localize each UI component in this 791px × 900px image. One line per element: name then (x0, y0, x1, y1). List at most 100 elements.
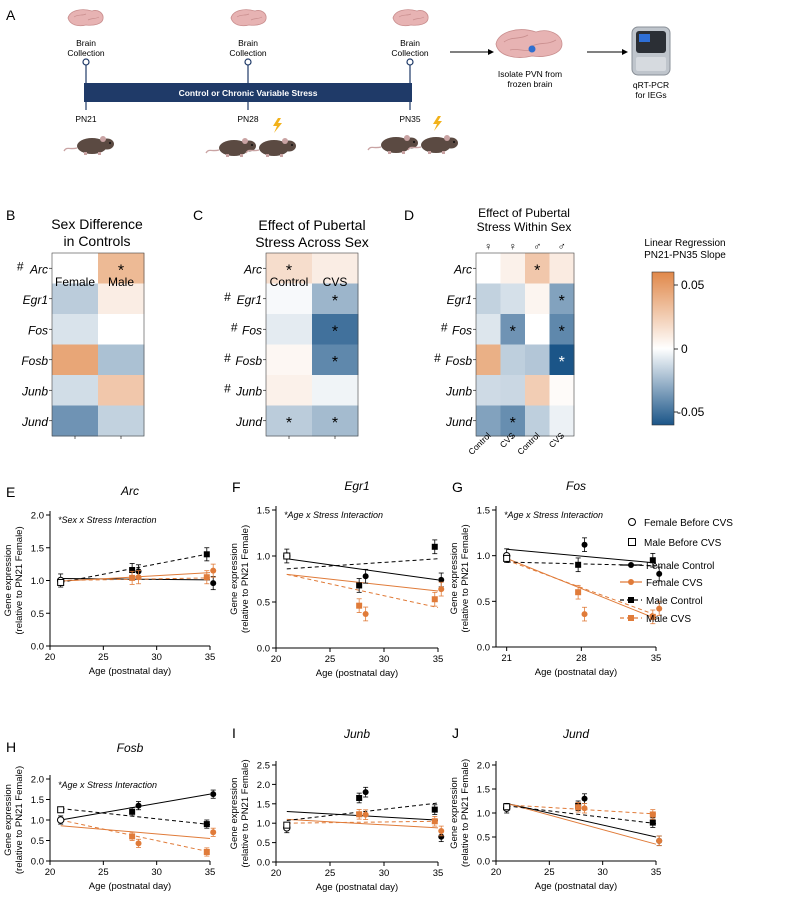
point-female-control (581, 541, 588, 548)
y-tick-label: 1.5 (477, 506, 490, 517)
chart-annotation: *Sex x Stress Interaction (58, 515, 157, 525)
x-tick-label: 20 (271, 654, 282, 665)
heatmap-cell (52, 405, 99, 437)
heatmap-cell (52, 253, 99, 284)
point-female-cvs (581, 611, 588, 618)
heatmap-cell (549, 405, 575, 437)
x-tick-label: 20 (491, 867, 502, 878)
x-axis-label: Age (postnatal day) (89, 881, 171, 892)
fit-line-female-control (506, 802, 657, 838)
y-tick-label: 1.0 (31, 816, 44, 827)
heatmap-cell (312, 375, 359, 406)
isolate-label: Isolate PVN from frozen brain (498, 69, 562, 89)
mouse-icon (205, 137, 257, 158)
heatmap-cell (476, 314, 501, 345)
point-female-cvs (438, 827, 445, 834)
y-tick-label: 0.0 (257, 644, 270, 655)
brain-collection-label-2: Brain Collection (229, 38, 267, 58)
heatmap-cell (266, 253, 313, 284)
heatmap-d: D Effect of Pubertal Stress Within Sex * * * *… (404, 206, 575, 457)
brain-collection-label-3: Brain Collection (391, 38, 429, 58)
heatmap-cell (549, 314, 575, 345)
heatmap-cell (525, 344, 550, 376)
point-male-before-cvs (57, 806, 65, 814)
point-male-control (129, 808, 136, 815)
x-tick-label: 35 (205, 652, 216, 663)
panel-letter-e: E (6, 484, 15, 500)
x-axis-label: Age (postnatal day) (535, 667, 617, 678)
lightning-icon (433, 116, 442, 131)
heatmap-row-label: Arc (453, 262, 472, 276)
panel-letter-c: C (193, 207, 203, 223)
fit-line-male-cvs (286, 820, 439, 824)
x-tick-label: 35 (433, 868, 444, 879)
fit-line-male-cvs (506, 804, 657, 815)
heatmap-title: Effect of Pubertal Stress Across Sex (255, 217, 369, 250)
x-tick-label: 35 (651, 867, 662, 878)
brain-collection-label-1: Brain Collection (67, 38, 105, 58)
chart-title: Fosb (117, 741, 144, 755)
y-tick-label: 0.5 (257, 838, 270, 849)
point-female-before-cvs (56, 816, 65, 824)
significance-star: * (510, 415, 516, 432)
heatmap-cell (52, 344, 99, 376)
x-tick-label: 30 (151, 867, 162, 878)
point-male-cvs (129, 833, 136, 840)
x-axis-label: Age (postnatal day) (316, 668, 398, 679)
point-female-cvs (438, 586, 445, 593)
hash-marker: # (231, 320, 238, 334)
y-tick-label: 0.0 (31, 857, 44, 868)
heatmap-row-label: Junb (21, 384, 48, 398)
y-axis-label: Gene expression(relative to PN21 Female) (3, 766, 25, 874)
fit-line-female-cvs (286, 818, 439, 829)
heatmap-cell (500, 375, 526, 406)
point-female-cvs (135, 840, 142, 847)
y-tick-label: 0.0 (257, 858, 270, 869)
timepoint-pn21: PN21 (75, 114, 97, 124)
y-tick-label: 0.5 (31, 836, 44, 847)
point-male-cvs (203, 574, 210, 581)
heatmap-cell (266, 405, 313, 437)
heatmap-col-label: CVS (323, 275, 348, 289)
x-tick-label: 25 (544, 867, 555, 878)
x-axis-label: Age (postnatal day) (89, 666, 171, 677)
point-male-cvs (649, 613, 656, 620)
panel-a: A Brain Collection Brain Collection Brain C… (6, 7, 671, 158)
point-male-control (356, 582, 363, 589)
point-female-control (581, 795, 588, 802)
heatmap-row-label: Fos (242, 323, 262, 337)
brain-icon-pn21 (67, 9, 104, 27)
fit-line-female-control (286, 558, 439, 581)
point-female-control (438, 833, 445, 840)
point-female-cvs (362, 610, 369, 617)
fit-line-female-control (506, 548, 657, 564)
significance-star: * (286, 262, 292, 279)
legend-marker-female-control (628, 562, 634, 568)
panel-letter-g: G (452, 479, 463, 495)
timeline-label: Control or Chronic Variable Stress (179, 88, 318, 98)
x-tick-label: 30 (379, 654, 390, 665)
heatmap-b: B Sex Difference in Controls * Arc # Egr1 Fos Fo… (6, 207, 145, 439)
x-tick-label: 25 (98, 867, 109, 878)
legend-label-male-control: Male Control (646, 596, 703, 607)
hash-marker: # (224, 381, 231, 395)
point-female-control (362, 573, 369, 580)
y-tick-label: 0.5 (477, 833, 490, 844)
fit-line-male-cvs (60, 577, 211, 581)
heatmap-cell (266, 283, 313, 315)
heatmap-cell (476, 253, 501, 284)
heatmap-cell (500, 314, 526, 345)
colorbar-tick-low: -0.05 (677, 405, 705, 419)
y-tick-label: 1.0 (257, 819, 270, 830)
panel-letter-a: A (6, 7, 16, 23)
hash-marker: # (441, 320, 448, 334)
legend-marker-male-cvs (628, 615, 634, 621)
heatmap-cell (525, 375, 550, 406)
hash-marker: # (17, 259, 24, 273)
heatmap-panels: B Sex Difference in Controls * Arc # Egr1 Fos Fo… (6, 206, 575, 457)
fit-line-female-control (286, 811, 439, 821)
fit-line-male-control (286, 558, 439, 570)
heatmap-cell (312, 405, 359, 437)
x-tick-label: 21 (501, 653, 512, 664)
heatmap-title: Sex Difference in Controls (51, 216, 143, 249)
